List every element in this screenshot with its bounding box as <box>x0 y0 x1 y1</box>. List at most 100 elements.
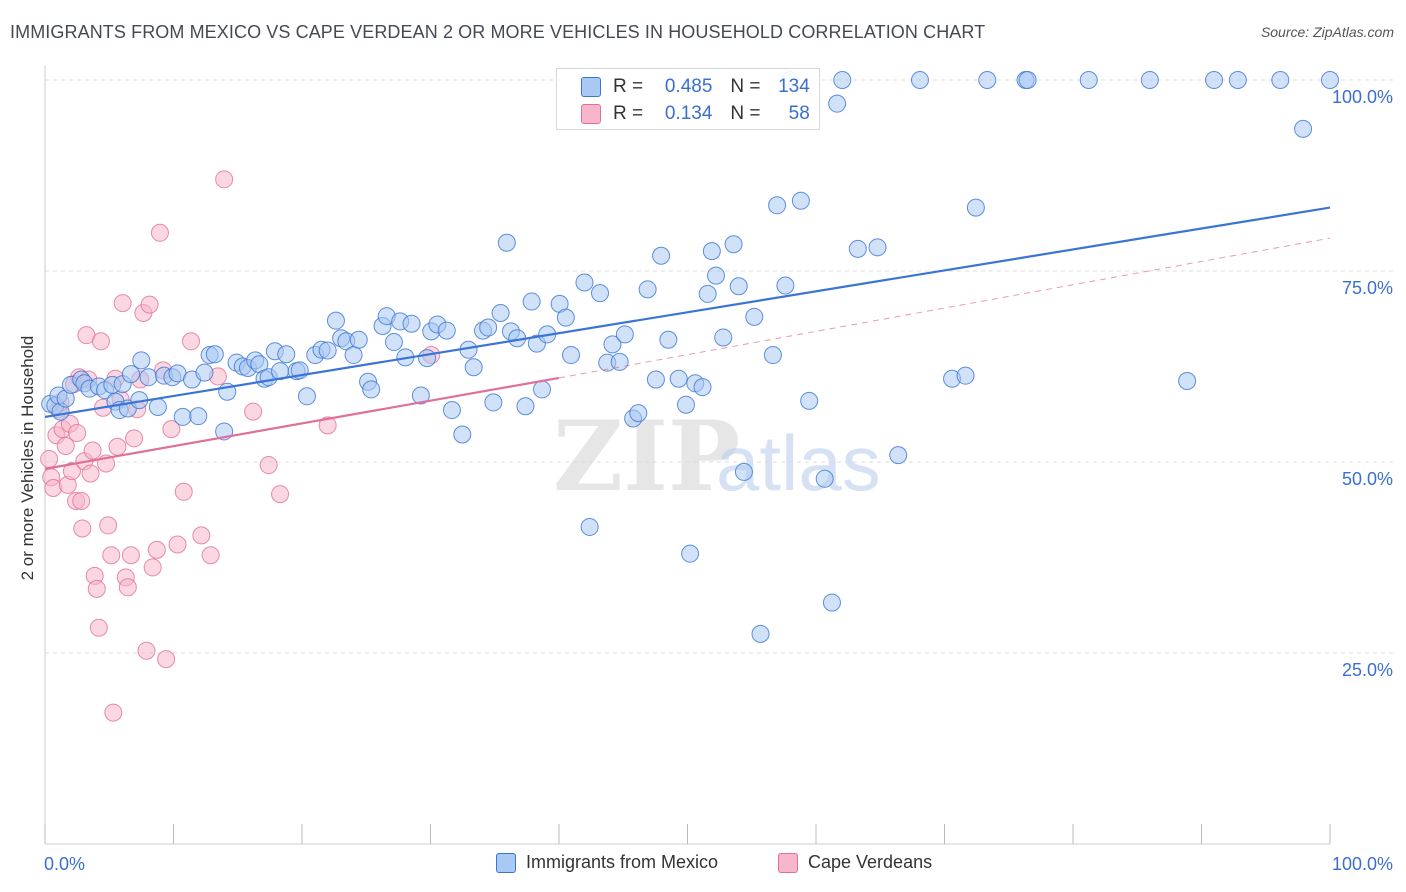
mexico-point <box>437 321 456 340</box>
cape-verdean-point <box>201 546 220 565</box>
r-label: R = <box>613 103 644 124</box>
mexico-point <box>966 198 985 217</box>
mexico-point <box>479 318 498 337</box>
mexico-point <box>562 346 581 365</box>
mexico-point <box>533 380 552 399</box>
watermark-zip: ZIP <box>553 400 740 513</box>
cape-verdean-trend-line <box>44 376 560 470</box>
mexico-point <box>706 266 725 285</box>
mexico-point <box>384 333 403 352</box>
n-label: N = <box>730 76 761 97</box>
pink-swatch-icon <box>581 104 601 124</box>
mexico-point <box>610 352 629 371</box>
cape-verdean-point <box>108 437 127 456</box>
cape-verdean-point <box>113 294 132 313</box>
cape-verdean-point <box>83 441 102 460</box>
mexico-point <box>522 292 541 311</box>
cape-verdean-point <box>89 618 108 637</box>
cape-verdean-point <box>181 332 200 351</box>
mexico-point <box>1079 71 1098 89</box>
mexico-point <box>714 328 733 347</box>
cape-verdean-point <box>44 478 63 497</box>
mexico-point <box>575 273 594 292</box>
mexico-point <box>189 407 208 426</box>
cape-verdean-point <box>168 535 187 554</box>
x-tick-label: 0.0% <box>44 854 85 874</box>
r-label: R = <box>613 76 644 97</box>
legend-item-mexico[interactable]: Immigrants from Mexico <box>496 852 718 873</box>
y-tick-label: 25.0% <box>1342 660 1393 680</box>
mexico-point <box>556 308 575 327</box>
cape-verdean-point <box>150 223 169 242</box>
mexico-point <box>173 407 192 426</box>
mexico-point <box>822 593 841 612</box>
mexico-point <box>734 462 753 481</box>
mexico-point <box>277 345 296 364</box>
mexico-point <box>848 239 867 258</box>
cape-verdean-point <box>143 558 162 577</box>
mexico-point <box>132 351 151 370</box>
legend-label: Immigrants from Mexico <box>526 852 719 872</box>
blue-swatch-icon <box>496 852 516 873</box>
mexico-point <box>591 284 610 303</box>
cape-verdean-point <box>102 546 121 565</box>
mexico-point <box>629 404 648 423</box>
mexico-point <box>724 235 743 254</box>
mexico-point <box>652 246 671 265</box>
mexico-point <box>693 378 712 397</box>
r-value: 0.485 <box>664 76 713 97</box>
mexico-point <box>776 276 795 295</box>
cape-verdean-point <box>125 429 144 448</box>
mexico-point <box>1018 71 1037 89</box>
mexico-point <box>768 196 787 215</box>
cape-verdean-point <box>118 578 137 597</box>
mexico-point <box>868 238 887 257</box>
cape-verdean-point <box>81 464 100 483</box>
cape-verdean-point <box>140 295 159 314</box>
mexico-point <box>603 335 622 354</box>
cape-verdean-point <box>40 449 59 468</box>
mexico-point <box>681 544 700 563</box>
mexico-point <box>453 425 472 444</box>
mexico-point <box>411 386 430 405</box>
mexico-point <box>638 280 657 299</box>
mexico-point <box>1178 372 1197 391</box>
mexico-point <box>676 395 695 414</box>
mexico-point <box>956 366 975 385</box>
series-legend: Immigrants from Mexico Cape Verdeans <box>0 852 1406 878</box>
y-tick-label: 50.0% <box>1342 469 1393 489</box>
mexico-point <box>815 469 834 488</box>
y-tick-label: 100.0% <box>1332 87 1393 107</box>
mexico-point <box>1321 71 1339 89</box>
n-value: 134 <box>778 76 810 97</box>
legend-item-cape-verdeans[interactable]: Cape Verdeans <box>778 852 932 873</box>
y-tick-label: 75.0% <box>1342 278 1393 298</box>
mexico-point <box>745 307 764 326</box>
cape-verdean-point <box>72 491 91 510</box>
mexico-point <box>139 368 158 387</box>
mexico-point <box>1140 71 1159 89</box>
mexico-point <box>121 365 140 384</box>
pink-swatch-icon <box>778 852 798 873</box>
mexico-point <box>669 369 688 388</box>
mexico-point <box>442 401 461 420</box>
mexico-point <box>646 370 665 389</box>
mexico-point <box>910 71 929 89</box>
n-value: 58 <box>788 103 810 124</box>
mexico-point <box>362 380 381 399</box>
cape-verdean-point <box>99 516 118 535</box>
mexico-point <box>484 393 503 412</box>
watermark-atlas: atlas <box>716 419 881 507</box>
cape-verdean-point <box>104 703 123 722</box>
cape-verdean-point <box>259 456 278 475</box>
cape-verdean-point <box>62 462 81 481</box>
stats-legend: R = 0.485 N = 134 R = 0.134 N = 58 <box>556 68 820 130</box>
mexico-point <box>205 345 224 364</box>
mexico-point <box>702 242 721 261</box>
mexico-point <box>1271 71 1290 89</box>
mexico-point <box>195 363 214 382</box>
n-label: N = <box>730 103 761 124</box>
source-label: Source: ZipAtlas.com <box>1260 24 1394 40</box>
mexico-point <box>464 358 483 377</box>
